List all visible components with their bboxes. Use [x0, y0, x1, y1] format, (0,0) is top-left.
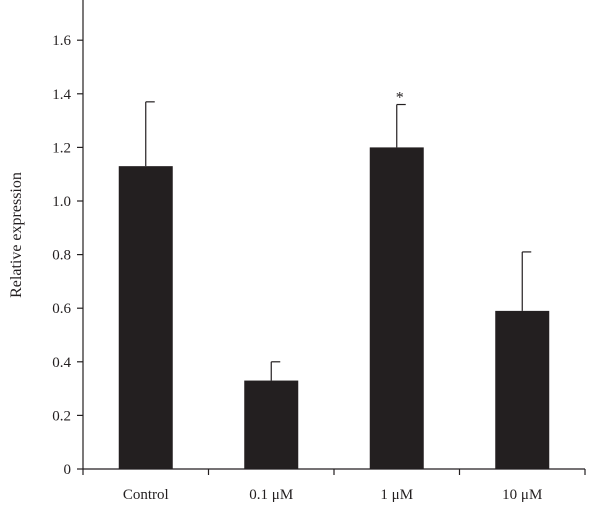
annotations: *	[396, 90, 404, 107]
y-axis-title: Relative expression	[8, 172, 25, 298]
x-category-label: 10 μM	[502, 487, 542, 503]
x-category-label: Control	[123, 487, 169, 503]
y-tick-label: 1.0	[52, 194, 71, 210]
x-category-label: 0.1 μM	[249, 487, 293, 503]
y-axis-ticks: 0 0.2 0.4 0.6 0.8 1.0 1.2 1.4 1.6	[52, 33, 586, 478]
x-category-label: 1 μM	[380, 487, 413, 503]
y-tick-label: 0.6	[52, 301, 71, 317]
y-tick-label: 0.2	[52, 408, 71, 424]
bar	[495, 310, 550, 469]
bars	[118, 147, 550, 469]
x-axis-categories: Control 0.1 μM 1 μM 10 μM	[123, 487, 542, 503]
y-tick-label: 1.2	[52, 140, 71, 156]
significance-marker: *	[396, 90, 404, 107]
y-tick-label: 1.4	[52, 87, 71, 103]
error-bars	[145, 101, 532, 381]
y-tick-label: 0.4	[52, 355, 71, 371]
y-tick-label: 0	[64, 462, 72, 478]
y-tick-label: 0.8	[52, 248, 71, 264]
bar	[118, 166, 173, 469]
bar	[244, 380, 299, 469]
bar	[369, 147, 424, 469]
y-tick-label: 1.6	[52, 33, 71, 49]
